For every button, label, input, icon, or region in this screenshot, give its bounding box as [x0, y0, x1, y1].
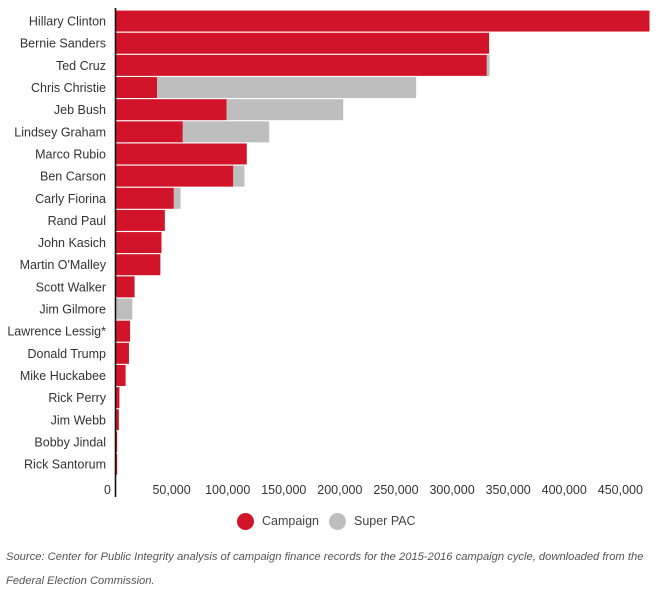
category-label-scott-walker: Scott Walker	[36, 280, 106, 294]
bar-campaign-chris-christie	[115, 77, 158, 99]
legend: Campaign Super PAC	[237, 511, 426, 531]
bar-campaign-carly-fiorina	[115, 187, 174, 209]
bar-campaign-marco-rubio	[115, 143, 247, 165]
x-tick-label-50000: 50,000	[152, 483, 190, 497]
bar-campaign-hillary-clinton	[115, 10, 650, 32]
category-label-marco-rubio: Marco Rubio	[35, 147, 106, 161]
bar-campaign-mike-huckabee	[115, 364, 126, 386]
category-label-chris-christie: Chris Christie	[31, 81, 106, 95]
category-label-jim-gilmore: Jim Gilmore	[39, 303, 106, 317]
category-label-jim-webb: Jim Webb	[51, 413, 106, 427]
x-tick-label-200000: 200,000	[317, 483, 362, 497]
x-tick-label-250000: 250,000	[373, 483, 418, 497]
category-label-john-kasich: John Kasich	[38, 236, 106, 250]
bar-super-pac-ted-cruz	[486, 54, 490, 76]
legend-item-super-pac: Super PAC	[328, 512, 416, 530]
bar-campaign-bernie-sanders	[115, 32, 490, 54]
category-label-rick-santorum: Rick Santorum	[24, 458, 106, 472]
bar-campaign-jeb-bush	[115, 99, 227, 121]
bar-campaign-rick-perry	[115, 387, 120, 409]
category-label-lindsey-graham: Lindsey Graham	[14, 125, 106, 139]
bar-super-pac-carly-fiorina	[173, 187, 181, 209]
bar-campaign-donald-trump	[115, 342, 129, 364]
bar-campaign-john-kasich	[115, 232, 162, 254]
bar-super-pac-chris-christie	[157, 77, 417, 99]
category-label-lawrence-lessig: Lawrence Lessig*	[7, 325, 106, 339]
legend-label-super-pac: Super PAC	[353, 514, 416, 528]
bar-super-pac-ben-carson	[233, 165, 245, 187]
x-tick-label-100000: 100,000	[205, 483, 250, 497]
x-tick-label-150000: 150,000	[261, 483, 306, 497]
bar-campaign-scott-walker	[115, 276, 135, 298]
category-label-bobby-jindal: Bobby Jindal	[34, 435, 106, 449]
category-label-rand-paul: Rand Paul	[48, 214, 106, 228]
category-label-ben-carson: Ben Carson	[40, 170, 106, 184]
bar-campaign-rand-paul	[115, 209, 165, 231]
legend-swatch-campaign	[237, 512, 254, 530]
legend-item-campaign: Campaign	[237, 512, 319, 530]
category-label-hillary-clinton: Hillary Clinton	[29, 15, 106, 29]
category-label-donald-trump: Donald Trump	[27, 347, 106, 361]
bar-campaign-ted-cruz	[115, 54, 487, 76]
category-label-ted-cruz: Ted Cruz	[56, 59, 106, 73]
bar-super-pac-jim-gilmore	[115, 298, 133, 320]
category-label-jeb-bush: Jeb Bush	[54, 103, 106, 117]
bar-campaign-martin-o-malley	[115, 254, 161, 276]
legend-label-campaign: Campaign	[262, 514, 319, 528]
category-label-mike-huckabee: Mike Huckabee	[20, 369, 106, 383]
bar-campaign-bobby-jindal	[115, 431, 118, 453]
x-tick-label-450000: 450,000	[598, 483, 643, 497]
legend-swatch-super-pac	[328, 512, 346, 530]
bar-chart: Hillary Clinton Bernie Sanders Ted Cruz Chr…	[7, 8, 650, 497]
category-label-bernie-sanders: Bernie Sanders	[20, 37, 106, 51]
bar-campaign-jim-webb	[115, 409, 119, 431]
bar-super-pac-lindsey-graham	[182, 121, 270, 143]
bar-campaign-lindsey-graham	[115, 121, 183, 143]
bar-campaign-lawrence-lessig	[115, 320, 131, 342]
x-tick-label-300000: 300,000	[429, 483, 474, 497]
x-tick-label-350000: 350,000	[486, 483, 531, 497]
source-note: Source: Center for Public Integrity anal…	[6, 551, 644, 587]
x-tick-label-0: 0	[104, 483, 111, 497]
category-label-rick-perry: Rick Perry	[48, 391, 106, 405]
category-label-martin-o-malley: Martin O'Malley	[20, 258, 107, 272]
bar-campaign-ben-carson	[115, 165, 234, 187]
bar-campaign-rick-santorum	[115, 453, 118, 475]
bar-super-pac-jeb-bush	[226, 99, 344, 121]
category-label-carly-fiorina: Carly Fiorina	[35, 192, 106, 206]
x-tick-label-400000: 400,000	[542, 483, 587, 497]
